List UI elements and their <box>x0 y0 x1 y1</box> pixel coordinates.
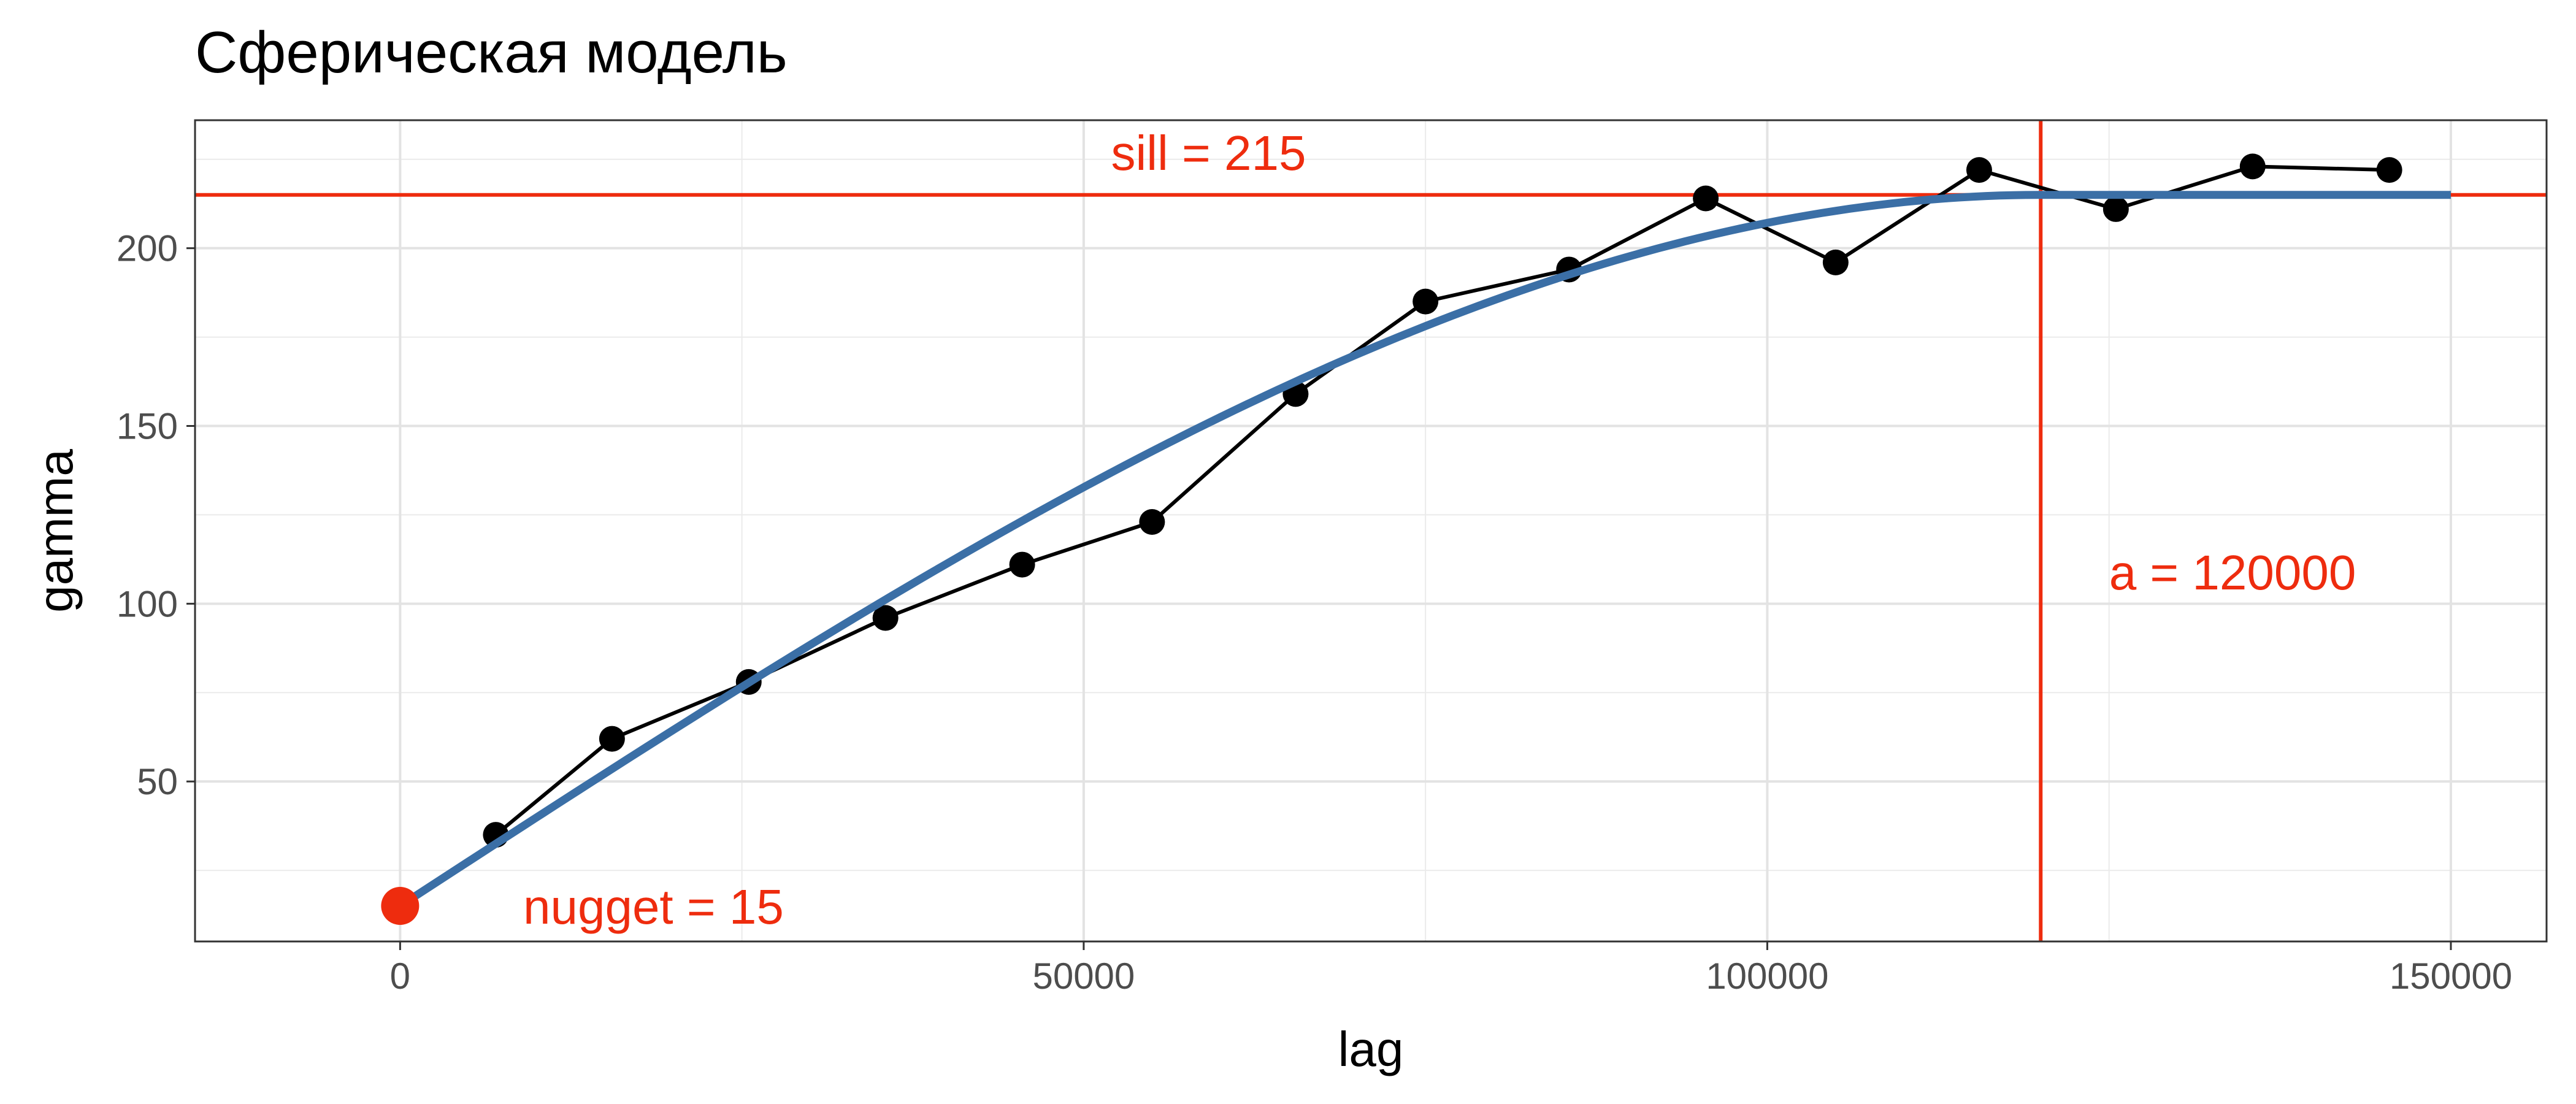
x-tick-label: 0 <box>390 956 410 997</box>
empirical-point <box>2103 196 2129 222</box>
y-tick-label: 200 <box>117 228 178 269</box>
plot-border <box>194 119 2548 943</box>
nugget-point <box>381 887 420 926</box>
empirical-point <box>2239 153 2266 180</box>
empirical-point <box>1413 288 1439 315</box>
empirical-point <box>1009 551 1035 578</box>
x-tick-label: 150000 <box>2390 956 2512 997</box>
x-axis-label: lag <box>1338 1022 1404 1076</box>
annotation-layer: sill = 215 a = 120000 nugget = 15 <box>523 126 2356 934</box>
model-layer <box>381 191 2451 926</box>
minor-gridlines <box>195 120 2547 941</box>
sill-annotation: sill = 215 <box>1111 126 1306 180</box>
range-annotation: a = 120000 <box>2109 545 2356 600</box>
y-tick-label: 100 <box>117 583 178 624</box>
y-tick-label: 50 <box>137 761 178 802</box>
y-axis-label: gamma <box>28 449 83 613</box>
empirical-point <box>1139 509 1165 535</box>
y-tick-label: 150 <box>117 406 178 447</box>
empirical-point <box>599 726 625 752</box>
nugget-annotation: nugget = 15 <box>523 880 784 934</box>
empirical-point <box>872 605 899 631</box>
x-tick-label: 100000 <box>1706 956 1828 997</box>
chart-title: Сферическая модель <box>195 20 788 85</box>
axis-ticks: 0 50000 100000 150000 50 100 150 200 <box>117 228 2512 997</box>
x-tick-label: 50000 <box>1032 956 1135 997</box>
empirical-point <box>1966 157 1992 183</box>
major-gridlines <box>195 120 2547 941</box>
empirical-point <box>1693 185 1719 212</box>
spherical-model-curve <box>397 191 2451 910</box>
empirical-point <box>2376 157 2402 183</box>
empirical-point <box>1822 249 1849 275</box>
plot-panel <box>195 120 2547 941</box>
